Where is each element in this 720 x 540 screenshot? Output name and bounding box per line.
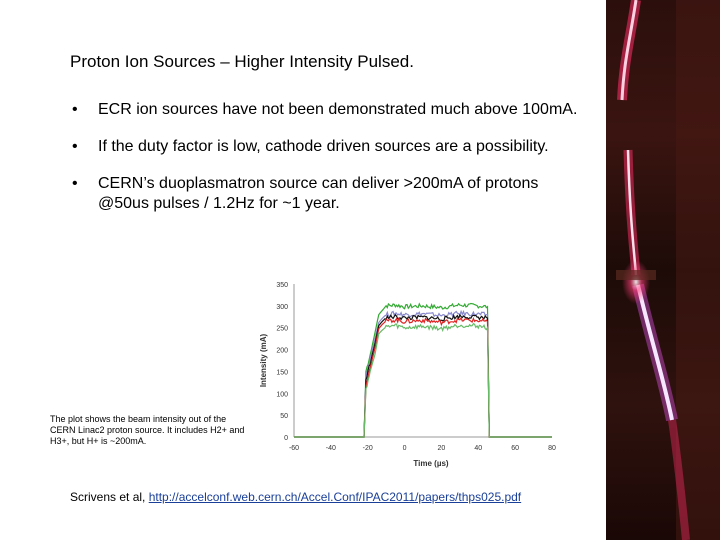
x-tick-label: 40 <box>474 445 482 452</box>
y-tick-label: 100 <box>276 391 288 398</box>
intensity-series-line <box>294 302 552 438</box>
bullet-item: • ECR ion sources have not been demonstra… <box>72 100 592 120</box>
bullet-item: • If the duty factor is low, cathode driv… <box>72 137 592 157</box>
y-tick-label: 0 <box>284 435 288 442</box>
reference-prefix: Scrivens et al, <box>70 490 149 504</box>
intensity-series-line <box>294 309 552 438</box>
bullet-dot: • <box>72 138 78 155</box>
plasma-photo: 29 <box>606 0 720 540</box>
intensity-series-line <box>294 316 552 438</box>
reference-link[interactable]: http://accelconf.web.cern.ch/Accel.Conf/… <box>148 490 522 504</box>
y-tick-label: 250 <box>276 326 288 333</box>
y-tick-label: 300 <box>276 304 288 311</box>
bullet-text: If the duty factor is low, cathode drive… <box>98 138 549 155</box>
x-tick-label: -60 <box>289 445 299 452</box>
y-tick-label: 200 <box>276 348 288 355</box>
bullet-list: • ECR ion sources have not been demonstra… <box>72 100 592 231</box>
y-axis-label: Intensity (mA) <box>259 334 268 388</box>
x-tick-label: 80 <box>548 445 556 452</box>
bullet-dot: • <box>72 101 78 118</box>
intensity-series-line <box>294 313 552 438</box>
y-tick-label: 350 <box>276 282 288 289</box>
x-tick-label: 60 <box>511 445 519 452</box>
y-tick-label: 50 <box>280 413 288 420</box>
y-tick-label: 150 <box>276 369 288 376</box>
bullet-dot: • <box>72 175 78 192</box>
slide-title: Proton Ion Sources – Higher Intensity Pu… <box>70 52 414 71</box>
plasma-glow-image <box>616 0 720 540</box>
x-axis-label: Time (µs) <box>413 459 448 468</box>
x-tick-label: -40 <box>326 445 336 452</box>
beam-intensity-chart: 0 50 100 150 200 250 300 350 -60 -40 -20 0 20 40 60 80 T… <box>259 282 556 468</box>
chart-caption: The plot shows the beam intensity out of… <box>50 414 245 446</box>
x-tick-label: -20 <box>363 445 373 452</box>
x-tick-label: 0 <box>403 445 407 452</box>
reference: Scrivens et al, http://accelconf.web.cer… <box>70 490 521 504</box>
bullet-item: • CERN’s duoplasmatron source can deliver… <box>72 174 592 214</box>
intensity-series-line <box>294 322 552 438</box>
x-tick-label: 20 <box>438 445 446 452</box>
bullet-text: CERN’s duoplasmatron source can deliver … <box>98 175 539 212</box>
bullet-text: ECR ion sources have not been demonstrat… <box>98 101 578 118</box>
